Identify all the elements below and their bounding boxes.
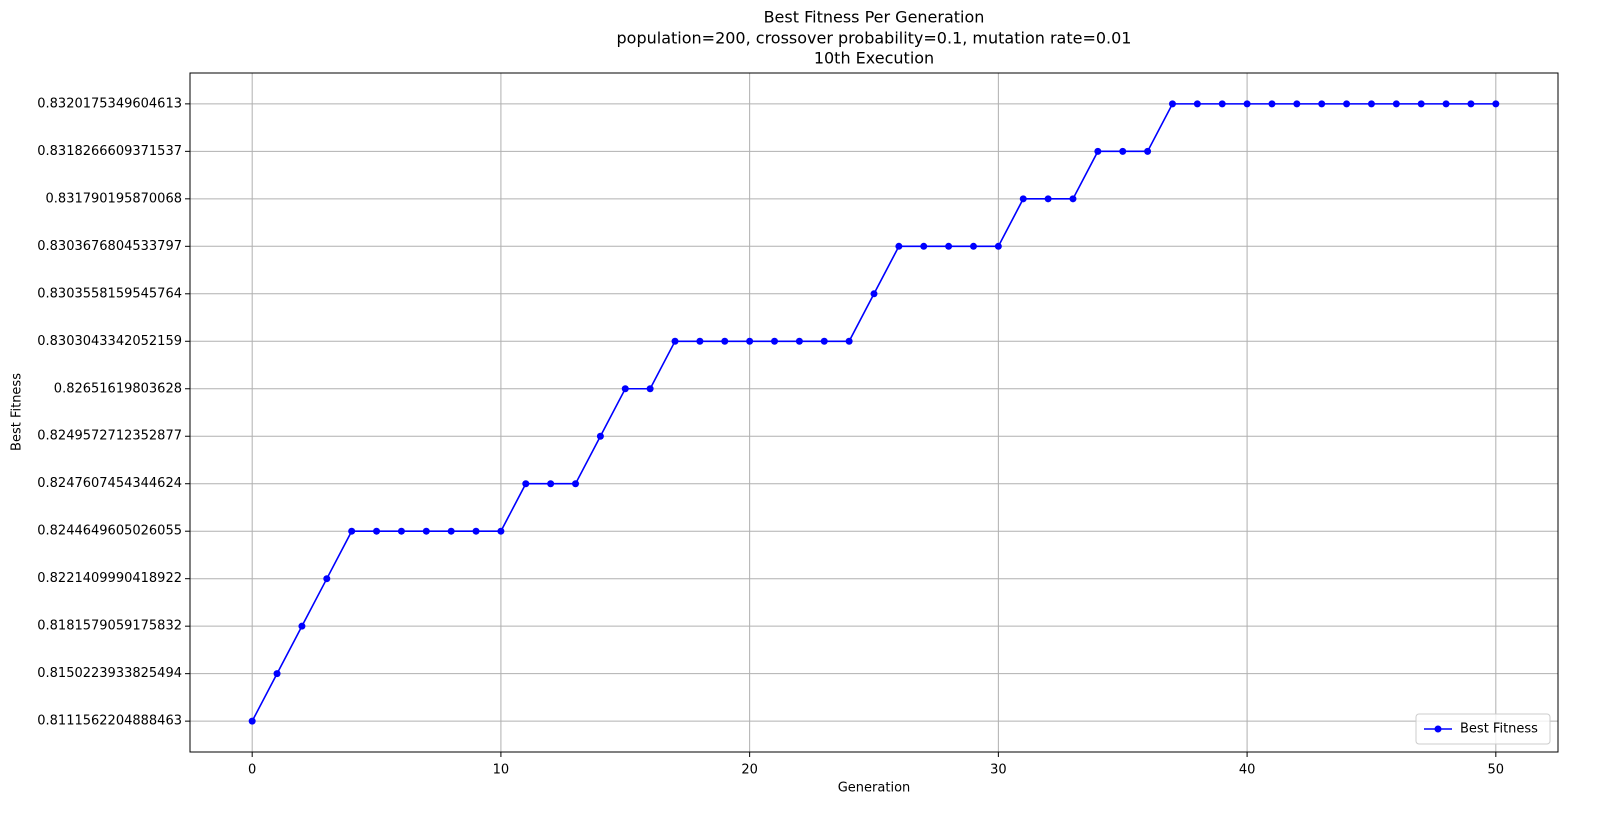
data-point [746, 337, 754, 345]
data-point [721, 337, 729, 345]
data-point [1467, 100, 1475, 108]
data-point [994, 242, 1002, 250]
data-point [1044, 195, 1052, 203]
data-point [1268, 100, 1276, 108]
legend-marker [1434, 725, 1442, 733]
x-tick-label: 50 [1488, 763, 1505, 778]
data-point [248, 717, 256, 725]
data-point [795, 337, 803, 345]
x-axis-label: Generation [838, 781, 911, 796]
data-point [1492, 100, 1500, 108]
y-tick-label: 0.8150223933825494 [37, 666, 182, 681]
data-point [348, 527, 356, 535]
chart-caption: 10th Execution [814, 49, 934, 68]
y-tick-label: 0.8244649605026055 [37, 524, 182, 539]
data-point [771, 337, 779, 345]
data-point [845, 337, 853, 345]
data-point [497, 527, 505, 535]
data-point [1392, 100, 1400, 108]
data-point [547, 480, 555, 488]
data-point [447, 527, 455, 535]
data-point [969, 242, 977, 250]
x-tick-label: 10 [493, 763, 510, 778]
data-point [1293, 100, 1301, 108]
data-point [397, 527, 405, 535]
data-point [596, 432, 604, 440]
data-point [1417, 100, 1425, 108]
series-line [251, 103, 1496, 722]
data-point [1367, 100, 1375, 108]
data-point [1144, 147, 1152, 155]
data-point [1343, 100, 1351, 108]
plot-frame [189, 72, 1559, 753]
y-axis-label: Best Fitness [10, 373, 25, 451]
data-point [1168, 100, 1176, 108]
data-point [273, 670, 281, 678]
data-point [895, 242, 903, 250]
data-point [870, 290, 878, 298]
data-point [646, 385, 654, 393]
chart-title: Best Fitness Per Generation [764, 8, 985, 27]
x-tick-label: 40 [1239, 763, 1256, 778]
data-point [472, 527, 480, 535]
data-point [1119, 147, 1127, 155]
data-point [422, 527, 430, 535]
data-point [1243, 100, 1251, 108]
data-point [1442, 100, 1450, 108]
data-point [820, 337, 828, 345]
data-point [572, 480, 580, 488]
legend-box [1415, 713, 1551, 745]
data-point [1193, 100, 1201, 108]
y-tick-label: 0.8221409990418922 [37, 571, 182, 586]
data-point [1094, 147, 1102, 155]
y-tick-label: 0.8303558159545764 [37, 286, 182, 301]
data-point [522, 480, 530, 488]
x-tick-label: 20 [741, 763, 758, 778]
y-tick-label: 0.82651619803628 [54, 381, 182, 396]
data-point [1069, 195, 1077, 203]
chart-subtitle: population=200, crossover probability=0.… [617, 29, 1132, 48]
legend-label: Best Fitness [1460, 722, 1538, 737]
data-point [298, 622, 306, 630]
data-point [945, 242, 953, 250]
y-tick-label: 0.8320175349604613 [37, 96, 182, 111]
data-point [671, 337, 679, 345]
data-point [1019, 195, 1027, 203]
data-point [696, 337, 704, 345]
data-point [920, 242, 928, 250]
y-tick-label: 0.8303043342052159 [37, 334, 182, 349]
data-point [323, 575, 331, 583]
y-tick-label: 0.8303676804533797 [37, 239, 182, 254]
x-tick-label: 30 [990, 763, 1007, 778]
legend: Best Fitness [1415, 713, 1551, 745]
data-point [373, 527, 381, 535]
y-tick-label: 0.8247607454344624 [37, 476, 182, 491]
y-tick-label: 0.8318266609371537 [37, 144, 182, 159]
data-point [621, 385, 629, 393]
y-tick-label: 0.831790195870068 [46, 191, 182, 206]
x-tick-label: 0 [248, 763, 256, 778]
data-point [1318, 100, 1326, 108]
data-point [1218, 100, 1226, 108]
y-tick-label: 0.8181579059175832 [37, 619, 182, 634]
y-tick-label: 0.8249572712352877 [37, 429, 182, 444]
y-tick-label: 0.8111562204888463 [37, 714, 182, 729]
